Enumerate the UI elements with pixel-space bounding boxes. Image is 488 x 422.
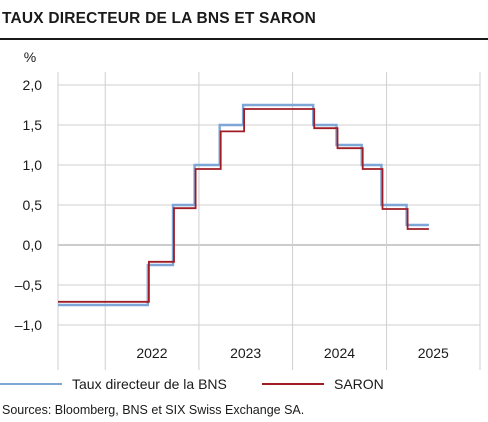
- legend-swatch-saron: [262, 383, 324, 385]
- source-note: Sources: Bloomberg, BNS et SIX Swiss Exc…: [2, 403, 305, 417]
- y-tick-label: –1,0: [15, 317, 42, 333]
- y-unit-label: %: [24, 49, 36, 65]
- axis-layer: 2,0 1,5 1,0 0,5 0,0 –0,5 –1,0% 2022 2023 2024 2025: [15, 49, 449, 361]
- series-layer: [58, 103, 429, 307]
- legend-label-policy-rate: Taux directeur de la BNS: [72, 376, 227, 392]
- y-tick-label: 1,5: [23, 117, 43, 133]
- grid-layer: [57, 72, 481, 370]
- y-tick-label: 0,0: [23, 237, 43, 253]
- title-divider: [0, 38, 488, 40]
- y-tick-label: –0,5: [15, 277, 42, 293]
- legend-label-saron: SARON: [334, 376, 384, 392]
- chart-area: 2,0 1,5 1,0 0,5 0,0 –0,5 –1,0% 2022 2023 2024 2025: [15, 49, 481, 370]
- x-tick-label: 2023: [230, 345, 261, 361]
- x-tick-label: 2024: [324, 345, 355, 361]
- series-line-saron: [58, 108, 429, 303]
- y-tick-label: 0,5: [23, 197, 43, 213]
- legend-item-saron: SARON: [262, 376, 384, 392]
- chart-title: TAUX DIRECTEUR DE LA BNS ET SARON: [2, 10, 317, 27]
- legend-item-policy-rate: Taux directeur de la BNS: [0, 376, 227, 392]
- y-tick-label: 1,0: [23, 157, 43, 173]
- y-tick-label: 2,0: [23, 77, 43, 93]
- x-tick-label: 2025: [418, 345, 449, 361]
- x-tick-label: 2022: [136, 345, 167, 361]
- series-line-policy-rate: [58, 103, 429, 307]
- legend-swatch-policy-rate: [0, 383, 62, 385]
